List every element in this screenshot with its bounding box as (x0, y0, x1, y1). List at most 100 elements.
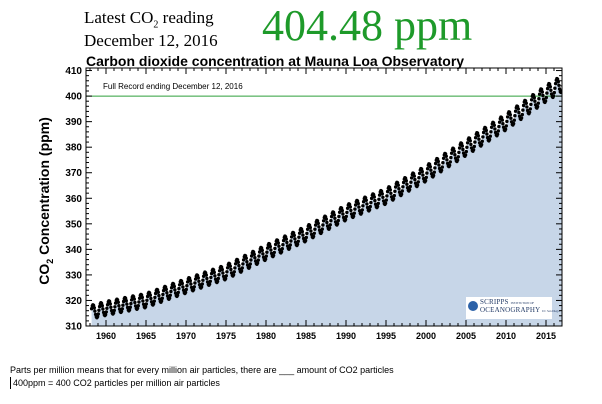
data-point (415, 183, 420, 187)
data-point (272, 250, 276, 255)
data-point (436, 159, 440, 164)
data-point (448, 160, 452, 164)
data-point (313, 227, 317, 231)
data-point (340, 208, 344, 213)
data-point (225, 270, 229, 274)
data-point (365, 202, 369, 206)
data-point (360, 208, 364, 212)
data-point (193, 277, 198, 281)
data-point (428, 165, 432, 169)
data-point (105, 306, 109, 310)
data-point (505, 115, 510, 119)
data-point (345, 210, 349, 215)
data-point (389, 191, 393, 195)
data-point (495, 132, 500, 136)
data-point (465, 141, 470, 145)
data-point (316, 221, 320, 226)
data-point (541, 93, 545, 98)
data-point (119, 309, 124, 314)
data-point (520, 112, 524, 117)
data-point (329, 219, 333, 223)
data-point (216, 276, 220, 281)
data-point (385, 194, 389, 198)
data-point (300, 229, 304, 234)
data-point (543, 99, 548, 103)
data-point (152, 299, 156, 303)
data-point (401, 185, 405, 189)
data-point (425, 167, 430, 171)
data-point (364, 198, 368, 202)
data-point (479, 142, 484, 147)
data-point (105, 303, 110, 307)
data-point (143, 305, 148, 309)
data-point (191, 287, 196, 292)
data-point (535, 104, 540, 109)
data-point (471, 148, 476, 152)
data-point (261, 252, 265, 256)
data-point (172, 284, 176, 289)
data-point (421, 173, 425, 177)
plot-frame (85, 67, 563, 327)
data-point (549, 88, 553, 93)
data-point (180, 281, 184, 286)
data-point (469, 142, 473, 147)
data-point (185, 280, 190, 284)
data-point (353, 203, 358, 207)
data-point (153, 295, 157, 300)
data-point (228, 264, 232, 268)
data-point (461, 147, 465, 152)
data-point (232, 270, 236, 274)
data-point (255, 261, 260, 265)
data-point (117, 304, 121, 308)
data-point (201, 274, 206, 278)
data-point (383, 201, 388, 205)
data-point (481, 130, 486, 135)
data-point (473, 140, 477, 144)
data-point (365, 205, 370, 210)
data-point (332, 213, 336, 217)
data-point (281, 238, 286, 243)
data-point (408, 184, 412, 189)
data-point (184, 287, 188, 292)
data-point (417, 171, 422, 176)
scripps-logo: SCRIPPS INSTITUTION OF OCEANOGRAPHY UC S… (466, 297, 560, 319)
data-point (553, 86, 557, 90)
y-tick-label: 360 (65, 194, 82, 205)
x-tick-label: 2015 (536, 331, 556, 341)
data-point (465, 145, 469, 149)
data-point (183, 290, 188, 295)
data-point (476, 134, 480, 138)
x-tick-label: 1980 (256, 331, 276, 341)
data-point (217, 273, 221, 277)
data-point (285, 240, 289, 245)
data-point (260, 248, 264, 253)
data-point (511, 121, 516, 126)
data-point (453, 153, 457, 157)
data-point (516, 107, 520, 111)
data-point (521, 103, 526, 108)
data-point (217, 269, 222, 273)
data-point (140, 295, 144, 300)
note-answer[interactable]: 400ppm = 400 CO2 particles per million a… (13, 378, 220, 388)
y-tick-label: 310 (65, 322, 82, 333)
data-point (277, 244, 281, 248)
data-point (337, 210, 342, 214)
data-point (129, 301, 133, 306)
data-point (344, 214, 348, 219)
data-point (496, 129, 500, 133)
y-tick-label: 380 (65, 143, 82, 154)
data-point (487, 137, 492, 142)
data-point (420, 169, 424, 174)
data-point (484, 128, 488, 133)
data-point (437, 163, 441, 167)
data-point (297, 235, 301, 239)
data-point (111, 311, 116, 315)
scripps-logo-line2: OCEANOGRAPHY UC San Diego (480, 306, 560, 314)
data-point (113, 305, 117, 309)
text-cursor (10, 377, 11, 389)
data-point (141, 299, 145, 303)
data-point (121, 299, 126, 304)
data-point (95, 314, 100, 319)
data-point (328, 223, 332, 227)
data-point (199, 285, 204, 289)
